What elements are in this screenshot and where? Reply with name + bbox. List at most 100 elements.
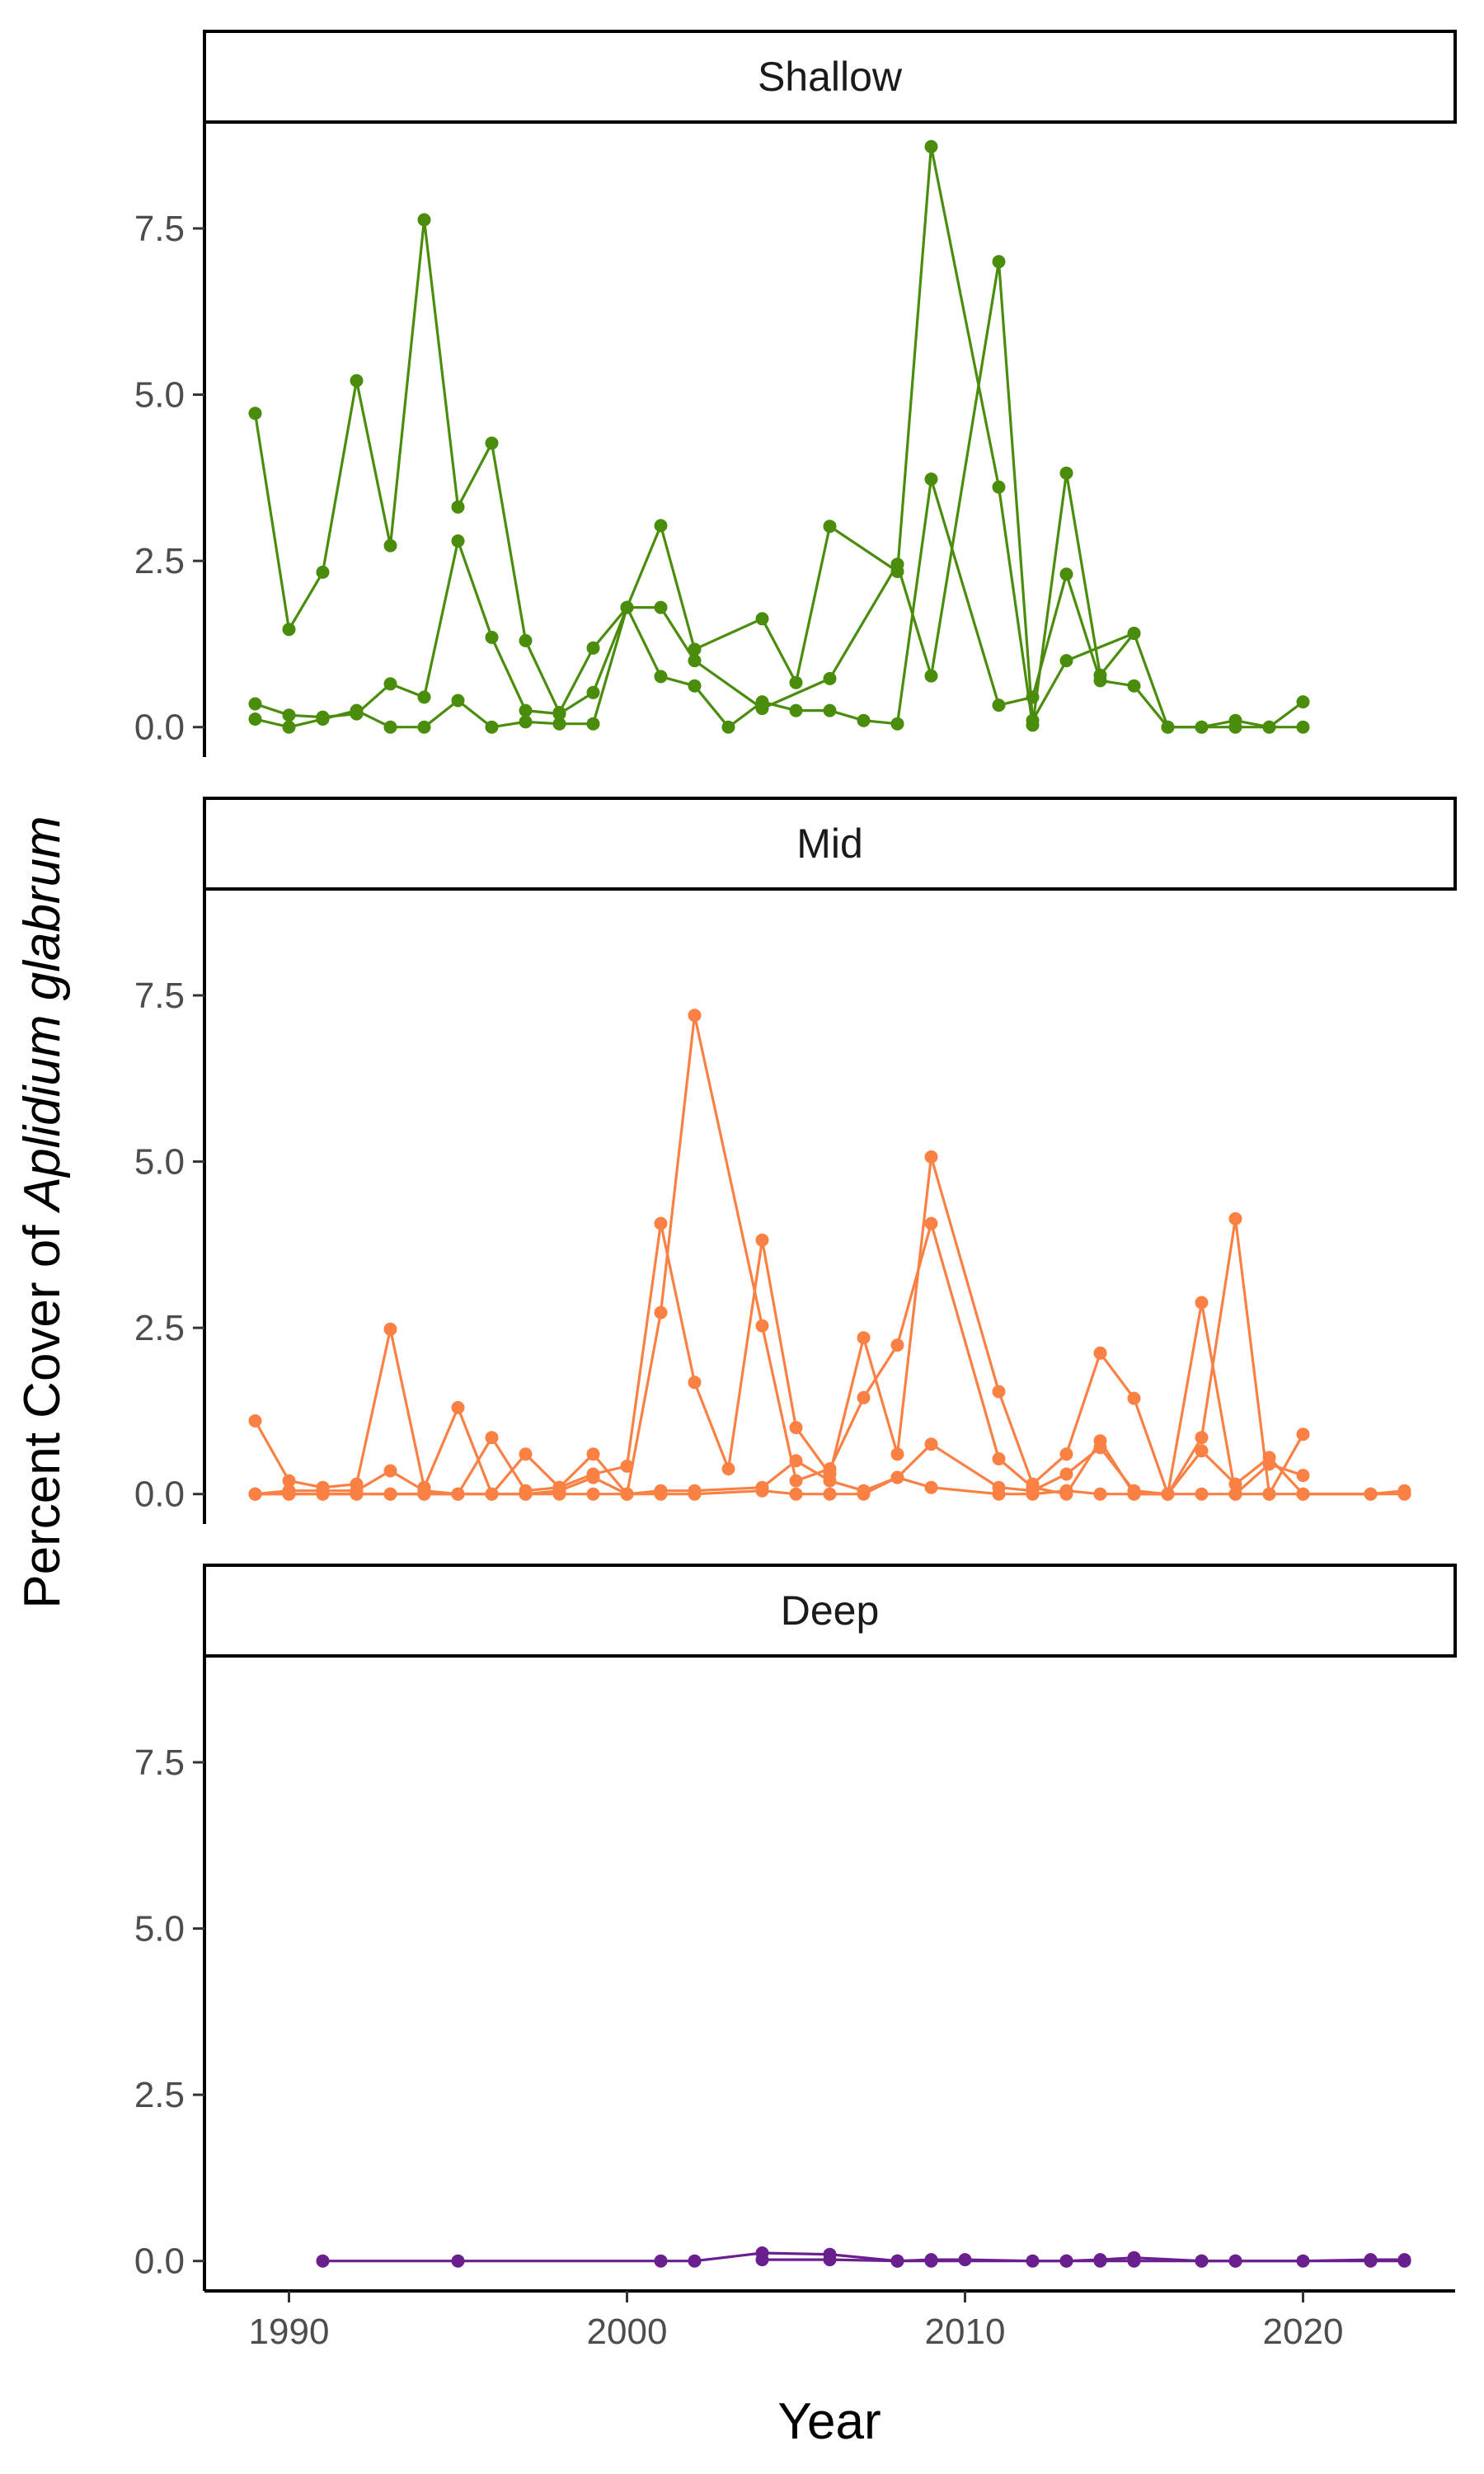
facet-strip [203,797,1457,891]
data-point [417,690,431,704]
data-point [1296,1469,1310,1483]
data-point [1059,466,1073,480]
data-point [755,2253,769,2267]
data-point [1127,2254,1141,2268]
series-line [255,1014,1304,1496]
series-1 [248,139,1141,732]
data-point [654,1305,668,1319]
data-point [688,679,702,693]
data-point [823,1462,837,1476]
data-point [924,1437,938,1451]
data-point [417,213,431,227]
data-point [1059,1447,1073,1461]
data-point [485,720,499,734]
data-point [1228,1211,1242,1225]
data-point [248,697,262,711]
data-point [1296,1427,1310,1442]
data-point [451,2254,465,2268]
y-axis-title: Percent Cover of Aplidium glabrum [14,816,71,1608]
data-point [519,1487,533,1501]
data-point [654,519,668,533]
data-point [992,1487,1006,1501]
data-point [383,677,397,691]
y-tick-label: 2.5 [134,541,185,581]
data-point [857,713,871,727]
data-point [316,2254,330,2268]
data-point [1228,2254,1242,2268]
data-point [350,703,364,717]
data-point [1397,1487,1411,1501]
data-point [823,1487,837,1501]
facet-panel-mid: Mid 0.0 2.5 5.0 7.5 [134,797,1457,1524]
data-point [451,534,465,548]
data-point [688,642,702,656]
data-point [823,1474,837,1488]
facet-strip-label: Deep [781,1587,880,1634]
facet-strip [203,30,1457,124]
facet-strip-label: Shallow [758,54,903,100]
data-point [755,1319,769,1333]
data-point [755,1484,769,1498]
data-point [519,715,533,729]
data-point [789,1487,803,1501]
x-tick-label: 1990 [249,2312,330,2352]
x-axis: 1990 2000 2010 2020 [204,2289,1455,2352]
data-point [924,2254,938,2268]
data-point [857,1390,871,1404]
data-point [1397,2254,1411,2268]
data-point [789,1421,803,1435]
x-tick-label: 2000 [587,2312,668,2352]
data-point [282,720,296,734]
series-4 [248,1470,1411,1501]
data-point [755,702,769,716]
data-point [417,720,431,734]
data-point [1026,690,1040,704]
data-point [451,1400,465,1414]
data-point [721,720,735,734]
data-point [1195,1444,1209,1458]
data-point [586,685,600,699]
data-point [789,1474,803,1488]
data-point [1195,1431,1209,1445]
data-point [1195,720,1209,734]
series-3 [248,255,1310,734]
data-point [552,717,566,731]
data-point [282,1474,296,1488]
data-point [1364,2254,1378,2268]
data-point [282,708,296,722]
data-point [552,1487,566,1501]
data-point [924,139,938,153]
data-point [1059,567,1073,581]
data-point [383,1322,397,1336]
y-axis-title-prefix: Percent Cover of [14,1211,71,1608]
series-line [254,477,1304,729]
data-point [654,600,668,614]
data-point [924,1480,938,1494]
x-tick-label: 2020 [1263,2312,1344,2352]
data-point [924,1150,938,1164]
data-point [924,1216,938,1230]
data-point [1262,720,1276,734]
data-point [1127,679,1141,693]
data-point [789,703,803,717]
data-point [1195,2254,1209,2268]
data-point [1161,720,1175,734]
data-point [1059,2254,1073,2268]
data-point [485,1487,499,1501]
y-tick-label: 2.5 [134,1308,185,1348]
data-point [1296,1487,1310,1501]
data-point [282,1487,296,1501]
data-point [586,717,600,731]
data-point [654,1487,668,1501]
data-point [586,1470,600,1484]
data-point [1262,1487,1276,1501]
data-point [1296,695,1310,709]
data-point [248,713,262,726]
data-point [688,2254,702,2268]
data-point [383,1464,397,1478]
data-point [890,1338,904,1352]
data-point [350,1487,364,1501]
data-point [417,1487,431,1501]
y-tick-label: 7.5 [134,209,185,249]
y-tick-label: 7.5 [134,976,185,1016]
